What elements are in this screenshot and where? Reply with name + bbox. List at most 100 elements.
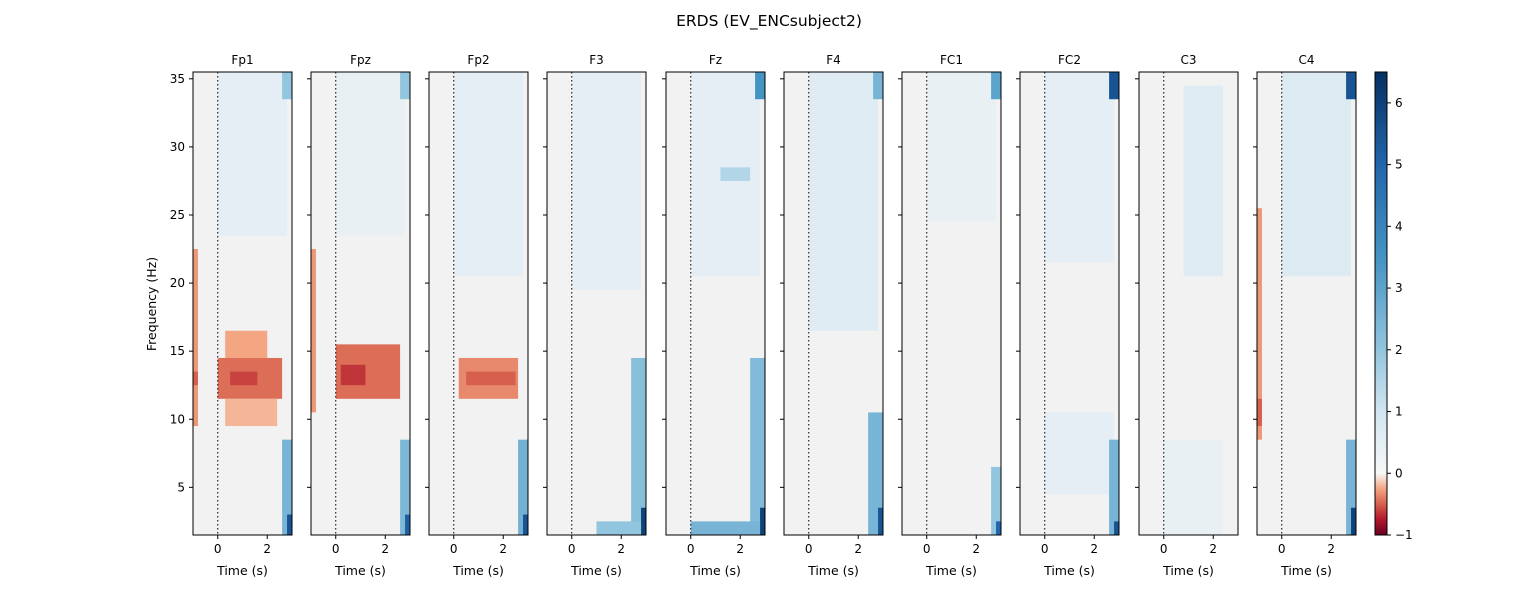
x-tick-label: 2 bbox=[1090, 542, 1098, 556]
x-tick-label: 0 bbox=[568, 542, 576, 556]
colorbar-tick-label: 0 bbox=[1395, 466, 1403, 480]
colorbar-bar bbox=[1374, 71, 1388, 536]
colorbar: −1 0 1 2 3 4 5 6 bbox=[1374, 71, 1413, 542]
heatmap-cell bbox=[518, 439, 528, 535]
panel-fp2: Fp2 0 2 Time (s) bbox=[425, 53, 529, 578]
y-tick-label: 10 bbox=[170, 412, 185, 426]
panel-frame bbox=[1256, 71, 1357, 536]
heatmap-cell bbox=[873, 72, 883, 100]
heatmap-cell bbox=[1346, 72, 1356, 100]
x-axis-label: Time (s) bbox=[807, 563, 859, 578]
panel-fc2: FC2 0 2 Time (s) bbox=[1016, 53, 1120, 578]
heatmap-cell bbox=[217, 72, 288, 236]
panel-fpz: Fpz 0 2 Time (s) bbox=[307, 53, 411, 578]
x-tick-label: 2 bbox=[499, 542, 507, 556]
y-tick-label: 25 bbox=[170, 208, 185, 222]
panel-fz: Fz 0 2 Time (s) bbox=[662, 53, 766, 578]
heatmap-cell bbox=[755, 72, 765, 100]
heatmap-cell bbox=[991, 466, 1001, 535]
heatmap-cell bbox=[405, 514, 410, 535]
x-axis-label: Time (s) bbox=[334, 563, 386, 578]
panel-frame bbox=[192, 71, 293, 536]
x-axis-label: Time (s) bbox=[1280, 563, 1332, 578]
x-tick-label: 2 bbox=[854, 542, 862, 556]
y-tick-label: 30 bbox=[170, 140, 185, 154]
colorbar-tick-label: 5 bbox=[1395, 158, 1403, 172]
panel-c3: C3 0 2 Time (s) bbox=[1135, 53, 1239, 578]
x-axis-label: Time (s) bbox=[1162, 563, 1214, 578]
channel-title: C4 bbox=[1298, 53, 1314, 67]
x-axis-label: Time (s) bbox=[452, 563, 504, 578]
x-tick-label: 0 bbox=[1160, 542, 1168, 556]
x-tick-label: 0 bbox=[214, 542, 222, 556]
heatmap-cell bbox=[631, 357, 646, 535]
channel-title: C3 bbox=[1180, 53, 1196, 67]
x-tick-label: 0 bbox=[687, 542, 695, 556]
x-tick-label: 0 bbox=[1041, 542, 1049, 556]
heatmap-cell bbox=[1109, 439, 1119, 535]
heatmap-cell bbox=[193, 371, 198, 386]
colorbar-tick-label: 6 bbox=[1395, 96, 1403, 110]
panel-frame bbox=[546, 71, 647, 536]
x-tick-label: 2 bbox=[736, 542, 744, 556]
heatmap-cell bbox=[571, 72, 642, 290]
heatmap-cell bbox=[225, 398, 278, 427]
panel-frame bbox=[310, 71, 411, 536]
heatmap-cell bbox=[1281, 72, 1352, 277]
heatmap-cell bbox=[1257, 208, 1262, 440]
heatmap-cell bbox=[641, 507, 646, 535]
colorbar-tick-label: −1 bbox=[1395, 528, 1413, 542]
heatmap-cell bbox=[282, 439, 292, 535]
panel-fp1: Fp1 0 2 Time (s) 5 10 15 20 25 30 35 bbox=[170, 53, 293, 578]
channel-title: Fp2 bbox=[467, 53, 489, 67]
channel-title: Fz bbox=[709, 53, 722, 67]
colorbar-tick-label: 2 bbox=[1395, 343, 1403, 357]
heatmap-cell bbox=[1114, 521, 1119, 535]
heatmap-cell bbox=[335, 72, 406, 236]
panel-frame bbox=[665, 71, 766, 536]
heatmap-cell bbox=[720, 167, 751, 181]
heatmap-cell bbox=[1257, 398, 1262, 427]
heatmap-cell bbox=[1044, 72, 1115, 263]
heatmap-cell bbox=[991, 72, 1001, 100]
heatmap-cell bbox=[1183, 85, 1224, 277]
colorbar-tick-label: 4 bbox=[1395, 219, 1403, 233]
channel-title: F3 bbox=[589, 53, 604, 67]
heatmap-cell bbox=[596, 521, 642, 535]
panel-frame bbox=[783, 71, 884, 536]
heatmap-cell bbox=[287, 514, 292, 535]
y-tick-label: 20 bbox=[170, 276, 185, 290]
x-tick-label: 2 bbox=[1327, 542, 1335, 556]
figure-title: ERDS (EV_ENCsubject2) bbox=[676, 12, 862, 31]
panel-frame bbox=[1138, 71, 1239, 536]
x-axis-label: Time (s) bbox=[570, 563, 622, 578]
heatmap-cell bbox=[868, 412, 883, 535]
x-axis-label: Time (s) bbox=[1043, 563, 1095, 578]
heatmap-cell bbox=[878, 507, 883, 535]
heatmap-cell bbox=[750, 357, 765, 535]
heatmap-cell bbox=[1163, 439, 1224, 535]
heatmap-cell bbox=[400, 72, 410, 100]
x-tick-label: 2 bbox=[1209, 542, 1217, 556]
x-tick-label: 0 bbox=[1278, 542, 1286, 556]
x-tick-label: 0 bbox=[332, 542, 340, 556]
y-tick-label: 5 bbox=[177, 480, 185, 494]
heatmap-cell bbox=[926, 72, 997, 222]
x-tick-label: 0 bbox=[923, 542, 931, 556]
heatmap-cell bbox=[1109, 72, 1119, 100]
colorbar-tick-label: 1 bbox=[1395, 405, 1403, 419]
panel-frame bbox=[428, 71, 529, 536]
heatmap-cell bbox=[996, 521, 1001, 535]
channel-title: Fp1 bbox=[231, 53, 253, 67]
panel-frame bbox=[901, 71, 1002, 536]
heatmap-cell bbox=[311, 249, 316, 413]
x-tick-label: 0 bbox=[805, 542, 813, 556]
y-axis-label: Frequency (Hz) bbox=[144, 257, 159, 351]
panel-frame bbox=[1019, 71, 1120, 536]
x-tick-label: 2 bbox=[972, 542, 980, 556]
heatmap-cell bbox=[808, 72, 879, 331]
heatmap-cell bbox=[1351, 507, 1356, 535]
heatmap-cell bbox=[690, 521, 761, 535]
